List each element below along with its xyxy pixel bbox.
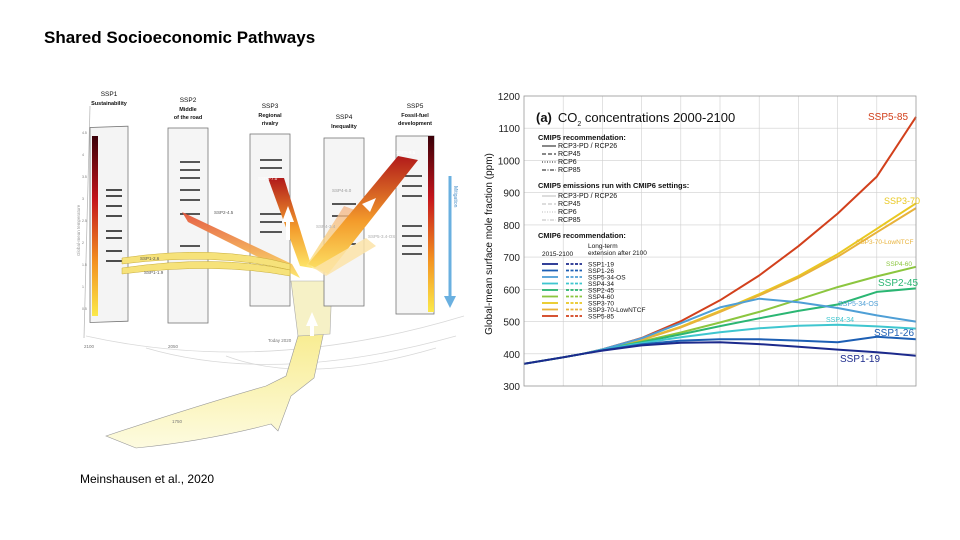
chart-legend: CMIP5 recommendation: RCP3-PD / RCP26 RC… bbox=[538, 133, 689, 321]
title-sub: 2 bbox=[577, 121, 581, 128]
series-end-label: SSP5-85 bbox=[868, 112, 908, 123]
y-tick-label: 400 bbox=[503, 350, 520, 361]
temperature-axis-label: Global-mean temperature bbox=[76, 204, 81, 256]
time-label-2100: 2100 bbox=[84, 344, 95, 349]
svg-text:4: 4 bbox=[82, 153, 84, 157]
svg-text:3: 3 bbox=[82, 197, 84, 201]
legend-item: SSP5-85 bbox=[588, 314, 614, 321]
svg-text:0.5: 0.5 bbox=[82, 307, 87, 311]
y-tick-label: 500 bbox=[503, 318, 520, 329]
ssp5-name: Fossil-fuel development bbox=[398, 113, 432, 127]
svg-text:4.5: 4.5 bbox=[82, 131, 87, 135]
chart-title: (a) CO2 concentrations 2000-2100 bbox=[536, 110, 735, 128]
svg-text:1: 1 bbox=[82, 285, 84, 289]
scenario-label: SSP5-3.4-OS bbox=[368, 234, 395, 239]
ssp2-name: Middle of the road bbox=[174, 107, 202, 121]
y-tick-label: 300 bbox=[503, 382, 520, 393]
series-end-label: SSP3-70-LowNTCF bbox=[856, 239, 913, 246]
cmip6-legend-items: SSP1-19SSP1-26SSP5-34-OSSSP4-34SSP2-45SS… bbox=[542, 262, 645, 321]
y-tick-label: 1200 bbox=[498, 92, 521, 103]
y-axis-label: Global-mean surface mole fraction (ppm) bbox=[484, 153, 495, 335]
series-line-ssp1-19 bbox=[523, 341, 917, 365]
legend-item: RCP45 bbox=[558, 151, 581, 158]
legend-item: SSP1-19 bbox=[588, 262, 614, 269]
co2-concentration-chart: 300 400 500 600 700 800 900 1000 1100 1200 Global… bbox=[484, 92, 920, 393]
legend-item: RCP3-PD / RCP26 bbox=[558, 143, 617, 150]
ssp2-id: SSP2 bbox=[180, 97, 197, 104]
series-end-labels: SSP5-85 SSP3-70 SSP3-70-LowNTCF SSP4-60 SSP2… bbox=[826, 112, 920, 365]
svg-text:2.5: 2.5 bbox=[82, 219, 87, 223]
y-tick-labels: 300 400 500 600 700 800 900 1000 1100 1200 bbox=[498, 92, 521, 393]
ssp3-id: SSP3 bbox=[262, 103, 279, 110]
legend-col2-header: Long-term extension after 2100 bbox=[588, 243, 647, 257]
legend-item: RCP85 bbox=[558, 217, 581, 224]
panel-letter: (a) bbox=[536, 110, 552, 125]
scenario-label: SSP5-8.5 bbox=[396, 150, 416, 155]
legend-item: SSP2-45 bbox=[588, 288, 614, 295]
y-tick-label: 700 bbox=[503, 253, 520, 264]
svg-text:1.5: 1.5 bbox=[82, 263, 87, 267]
ssp4-name: Inequality bbox=[331, 124, 358, 130]
legend-cmip5-emis-header: CMIP5 emissions run with CMIP6 settings: bbox=[538, 181, 689, 190]
ssp1-panel bbox=[89, 125, 129, 323]
scenario-label: SSP3-7.0 bbox=[258, 176, 278, 181]
series-end-label: SSP4-34 bbox=[826, 317, 854, 324]
mitigation-label: Mitigation bbox=[452, 186, 458, 208]
scenario-label: SSP1-2.6 bbox=[140, 256, 160, 261]
y-tick-label: 1100 bbox=[498, 124, 520, 135]
citation: Meinshausen et al., 2020 bbox=[80, 472, 215, 486]
time-label-today: Today 2020 bbox=[268, 338, 292, 343]
svg-text:3.5: 3.5 bbox=[82, 175, 87, 179]
ssp-pathways-illustration: Mitigation SSP1 Sustainability SSP2 Midd… bbox=[76, 91, 465, 449]
time-label-2050: 2050 bbox=[168, 344, 179, 349]
temperature-ticks: 4.5 4 3.5 3 2.5 2 1.5 1 0.5 bbox=[82, 131, 87, 311]
scenario-label: SSP1-1.9 bbox=[144, 270, 164, 275]
plot-frame bbox=[523, 95, 917, 387]
pathway-fan bbox=[121, 156, 418, 336]
svg-text:2: 2 bbox=[82, 241, 84, 245]
y-tick-label: 900 bbox=[503, 189, 520, 200]
legend-item: RCP3-PD / RCP26 bbox=[558, 193, 617, 200]
title-prefix: CO bbox=[558, 110, 578, 125]
ssp1-name: Sustainability bbox=[91, 101, 128, 107]
series-end-label: SSP5-34-OS bbox=[838, 301, 879, 308]
legend-cmip6-header: CMIP6 recommendation: bbox=[538, 231, 626, 240]
scenario-label: SSP2-4.5 bbox=[214, 210, 234, 215]
legend-item: SSP4-34 bbox=[588, 281, 614, 288]
y-tick-label: 1000 bbox=[498, 156, 521, 167]
scenario-label: SSP4-6.0 bbox=[332, 188, 352, 193]
scenario-label: SSP4-3.4 bbox=[316, 224, 336, 229]
ground-arcs bbox=[85, 315, 465, 370]
legend-item: SSP3-70 bbox=[588, 301, 614, 308]
y-tick-label: 800 bbox=[503, 221, 520, 232]
chart-series bbox=[523, 116, 917, 365]
series-end-label: SSP4-60 bbox=[886, 261, 912, 268]
legend-item: SSP1-26 bbox=[588, 268, 614, 275]
legend-item: RCP6 bbox=[558, 209, 577, 216]
ssp1-id: SSP1 bbox=[101, 91, 118, 98]
legend-col1-header: 2015-2100 bbox=[542, 251, 573, 258]
series-end-label: SSP1-26 bbox=[874, 328, 914, 339]
slide-title: Shared Socioeconomic Pathways bbox=[44, 28, 316, 47]
mitigation-arrow bbox=[444, 176, 456, 308]
y-tick-label: 600 bbox=[503, 285, 520, 296]
ssp5-id: SSP5 bbox=[407, 103, 424, 110]
series-end-label: SSP3-70 bbox=[884, 196, 920, 206]
series-end-label: SSP2-45 bbox=[878, 278, 918, 289]
historical-ribbon bbox=[105, 330, 325, 449]
title-suffix: concentrations 2000-2100 bbox=[581, 110, 735, 125]
legend-item: SSP5-34-OS bbox=[588, 275, 626, 282]
legend-item: RCP45 bbox=[558, 201, 581, 208]
legend-item: SSP3-70-LowNTCF bbox=[588, 307, 645, 314]
legend-cmip5-header: CMIP5 recommendation: bbox=[538, 133, 626, 142]
legend-item: SSP4-60 bbox=[588, 294, 614, 301]
time-label-1750: 1750 bbox=[172, 419, 183, 424]
legend-item: RCP6 bbox=[558, 159, 577, 166]
ssp4-id: SSP4 bbox=[336, 114, 353, 121]
ssp3-name: Regional rivalry bbox=[258, 113, 282, 127]
legend-item: RCP85 bbox=[558, 167, 581, 174]
series-end-label: SSP1-19 bbox=[840, 354, 880, 365]
